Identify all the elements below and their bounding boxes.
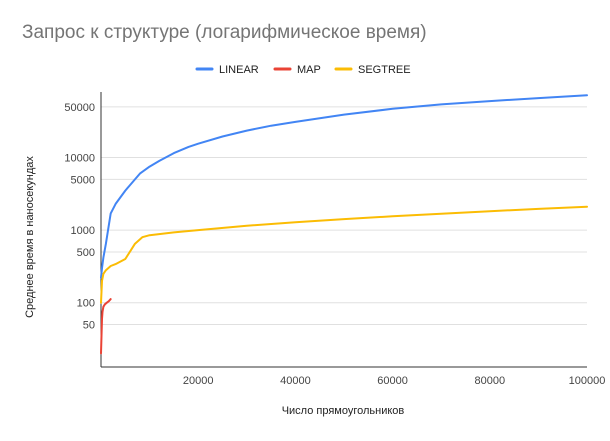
chart-title: Запрос к структуре (логарифмическое врем…	[22, 22, 427, 43]
legend-item-segtree[interactable]: SEGTREE	[334, 64, 411, 76]
legend-item-linear[interactable]: LINEAR	[195, 64, 259, 76]
y-tick-label: 500	[77, 247, 95, 259]
series-lines	[100, 94, 588, 355]
gridlines	[101, 106, 587, 326]
x-tick-label: 20000	[183, 375, 214, 387]
y-tick-label: 50	[83, 320, 95, 332]
x-tick-label: 40000	[280, 375, 311, 387]
y-tick-label: 5000	[71, 174, 95, 186]
x-axis-label: Число прямоугольников	[282, 405, 405, 417]
x-tick-label: 80000	[475, 375, 506, 387]
x-tick-label: 100000	[569, 375, 606, 387]
legend-label: MAP	[297, 64, 321, 76]
series-line-linear	[100, 94, 588, 279]
x-tick-label: 60000	[377, 375, 408, 387]
legend-item-map[interactable]: MAP	[273, 64, 321, 76]
y-tick-label: 10000	[64, 153, 95, 165]
series-line-map	[100, 298, 112, 355]
legend[interactable]: LINEAR MAP SEGTREE	[195, 64, 411, 76]
y-axis-label: Среднее время в наносекундах	[24, 156, 36, 318]
series-line-segtree	[100, 205, 588, 304]
tick-labels: 50 100 500 1000 5000 10000 50000 20000 40000 6000…	[64, 102, 605, 387]
axes	[100, 92, 587, 368]
legend-label: LINEAR	[219, 64, 259, 76]
y-tick-label: 100	[77, 298, 95, 310]
y-tick-label: 1000	[71, 225, 95, 237]
y-tick-label: 50000	[64, 102, 95, 114]
legend-label: SEGTREE	[358, 64, 411, 76]
